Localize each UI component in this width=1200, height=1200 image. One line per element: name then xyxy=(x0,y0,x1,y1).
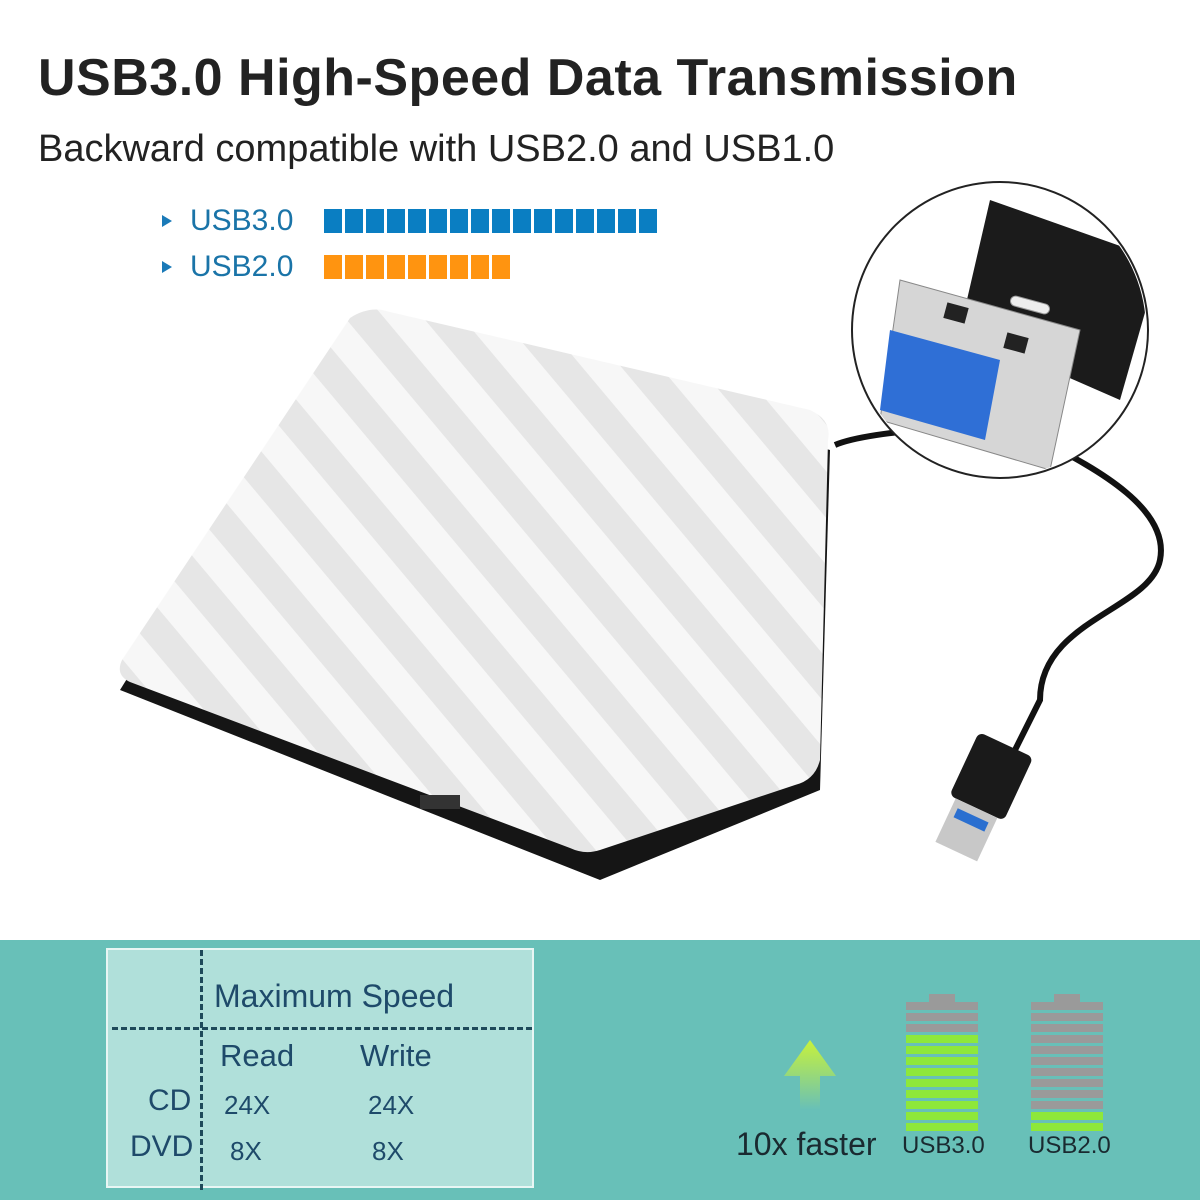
battery-bar-filled xyxy=(906,1057,978,1065)
cell-value: 24X xyxy=(224,1090,271,1120)
speed-row-usb3: USB3.0 xyxy=(162,204,657,238)
battery-label: USB3.0 xyxy=(902,1132,985,1159)
speed-block xyxy=(492,255,510,279)
divider xyxy=(112,1027,532,1030)
battery-bar-filled xyxy=(906,1101,978,1109)
eject-button xyxy=(420,795,460,809)
speed-block xyxy=(597,209,615,233)
column-header: Write xyxy=(360,1038,432,1073)
battery-bar-filled xyxy=(906,1035,978,1043)
battery-bar-filled xyxy=(906,1079,978,1087)
cell-value: 24X xyxy=(368,1090,415,1120)
speed-block xyxy=(345,255,363,279)
row-label: DVD xyxy=(130,1130,194,1163)
speed-block xyxy=(513,209,531,233)
battery-bar-empty xyxy=(906,1024,978,1032)
page-subtitle: Backward compatible with USB2.0 and USB1… xyxy=(38,128,835,170)
cell-value: 8X xyxy=(372,1136,404,1166)
usb-plug-closeup xyxy=(879,200,1146,471)
battery-bar-empty xyxy=(1031,1035,1103,1043)
up-arrow-icon xyxy=(784,1040,836,1110)
speed-block xyxy=(366,209,384,233)
speed-block xyxy=(387,255,405,279)
speed-label: USB3.0 xyxy=(190,204,294,237)
battery-bar-filled xyxy=(1031,1112,1103,1120)
battery-bar-filled xyxy=(906,1068,978,1076)
speed-block xyxy=(324,255,342,279)
speed-block xyxy=(618,209,636,233)
battery-bar-filled xyxy=(1031,1123,1103,1131)
battery-usb2 xyxy=(1031,994,1103,1131)
battery-label: USB2.0 xyxy=(1028,1132,1111,1159)
speed-block xyxy=(387,209,405,233)
battery-bar-empty xyxy=(1031,1090,1103,1098)
speed-block xyxy=(534,209,552,233)
cell-value: 8X xyxy=(230,1136,262,1166)
battery-bar-empty xyxy=(906,1013,978,1021)
battery-bar-empty xyxy=(1031,1057,1103,1065)
table-heading: Maximum Speed xyxy=(214,978,455,1014)
speed-block xyxy=(555,209,573,233)
speed-block xyxy=(450,255,468,279)
battery-bar-empty xyxy=(1031,1046,1103,1054)
speed-bar-usb2 xyxy=(324,255,510,279)
speed-block xyxy=(408,255,426,279)
speed-row-usb2: USB2.0 xyxy=(162,250,510,284)
column-header: Read xyxy=(220,1038,295,1073)
battery-bar-empty xyxy=(1031,1068,1103,1076)
speed-block xyxy=(408,209,426,233)
triangle-bullet-icon xyxy=(162,215,172,227)
speed-block xyxy=(639,209,657,233)
battery-bar-filled xyxy=(906,1123,978,1131)
drive-top-cover xyxy=(119,309,829,853)
speed-bar-usb3 xyxy=(324,209,657,233)
dvd-drive-image xyxy=(119,181,1164,880)
battery-bar-filled xyxy=(906,1112,978,1120)
usb-plug-small xyxy=(935,733,1032,862)
page-title: USB3.0 High-Speed Data Transmission xyxy=(38,49,1018,107)
faster-caption: 10x faster xyxy=(736,1126,877,1162)
speed-block xyxy=(324,209,342,233)
speed-block xyxy=(471,209,489,233)
speed-block xyxy=(471,255,489,279)
battery-bar-empty xyxy=(1031,1013,1103,1021)
speed-label: USB2.0 xyxy=(190,250,294,283)
speed-block xyxy=(492,209,510,233)
triangle-bullet-icon xyxy=(162,261,172,273)
row-label: CD xyxy=(148,1084,192,1117)
battery-bar-empty xyxy=(1031,1101,1103,1109)
speed-block xyxy=(576,209,594,233)
battery-bar-filled xyxy=(906,1046,978,1054)
battery-bar-empty xyxy=(1031,1002,1103,1010)
speed-block xyxy=(429,209,447,233)
battery-bar-empty xyxy=(906,1002,978,1010)
speed-block xyxy=(366,255,384,279)
battery-bar-filled xyxy=(906,1090,978,1098)
battery-bar-empty xyxy=(1031,1079,1103,1087)
speed-block xyxy=(429,255,447,279)
battery-usb3 xyxy=(906,994,978,1131)
speed-block xyxy=(450,209,468,233)
spec-table: Maximum Speed Read Write CD 24X 24X DVD … xyxy=(106,948,534,1190)
speed-block xyxy=(345,209,363,233)
battery-bar-empty xyxy=(1031,1024,1103,1032)
divider xyxy=(200,950,203,1190)
